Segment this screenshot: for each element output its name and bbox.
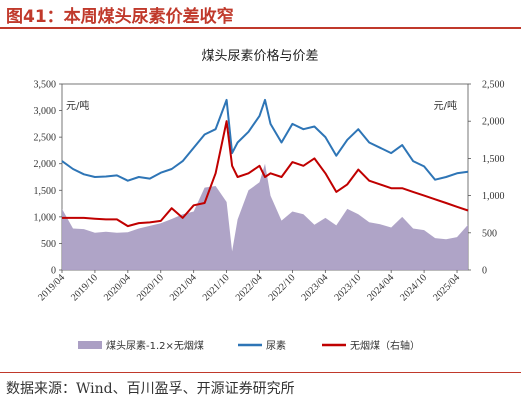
x-tick-label: 2022/10 (267, 272, 298, 303)
x-tick-label: 2024/04 (365, 272, 396, 303)
left-tick-label: 0 (51, 266, 56, 277)
legend-urea-label: 尿素 (266, 339, 286, 352)
data-source: 数据来源：Wind、百川盈孚、开源证券研究所 (6, 381, 295, 397)
x-tick-label: 2025/04 (431, 272, 462, 303)
x-tick-label: 2024/10 (398, 272, 429, 303)
spread-area (62, 163, 468, 270)
legend-spread-label: 煤头尿素-1.2×无烟煤 (106, 339, 204, 352)
figure-title: 图41：本周煤头尿素价差收窄 (6, 7, 234, 27)
right-tick-label: 2,500 (482, 80, 505, 91)
line-series-layer (61, 98, 469, 228)
x-tick-label: 2020/10 (135, 272, 166, 303)
x-tick-label: 2023/04 (300, 272, 331, 303)
title-rule (0, 27, 521, 29)
spread-area-layer (62, 163, 468, 270)
left-tick-label: 2,500 (34, 133, 57, 144)
left-tick-label: 1,000 (34, 212, 57, 223)
x-tick-label: 2021/10 (201, 272, 232, 303)
x-tick-label: 2019/10 (69, 272, 100, 303)
left-tick-label: 2,000 (34, 159, 57, 170)
x-tick-label: 2019/04 (36, 272, 67, 303)
urea-price-line (61, 98, 469, 182)
right-axis-unit: 元/吨 (434, 99, 457, 112)
right-tick-label: 500 (482, 228, 497, 239)
left-axis-unit: 元/吨 (66, 99, 89, 112)
x-tick-label: 2021/04 (168, 272, 199, 303)
x-tick-label: 2020/04 (102, 272, 133, 303)
left-tick-label: 1,500 (34, 186, 57, 197)
footer-rule (0, 372, 521, 373)
left-tick-label: 500 (41, 239, 56, 250)
anthracite-price-line (62, 120, 469, 228)
right-tick-label: 1,500 (482, 154, 505, 165)
legend-spread-swatch (78, 341, 102, 349)
x-tick-label: 2022/04 (234, 272, 265, 303)
right-tick-label: 1,000 (482, 191, 505, 202)
left-tick-label: 3,500 (34, 80, 57, 91)
right-tick-label: 0 (482, 266, 487, 277)
left-tick-label: 3,000 (34, 106, 57, 117)
right-tick-label: 2,000 (482, 117, 505, 128)
legend-anthracite-label: 无烟煤（右轴） (350, 339, 420, 352)
x-tick-label: 2023/10 (332, 272, 363, 303)
chart-title: 煤头尿素价格与价差 (201, 48, 318, 64)
legend: 煤头尿素-1.2×无烟煤 尿素 无烟煤（右轴） (78, 339, 420, 352)
chart-canvas: 煤头尿素价格与价差 0 500 1,000 1,500 2,000 2,500 3,000 3… (34, 48, 505, 352)
